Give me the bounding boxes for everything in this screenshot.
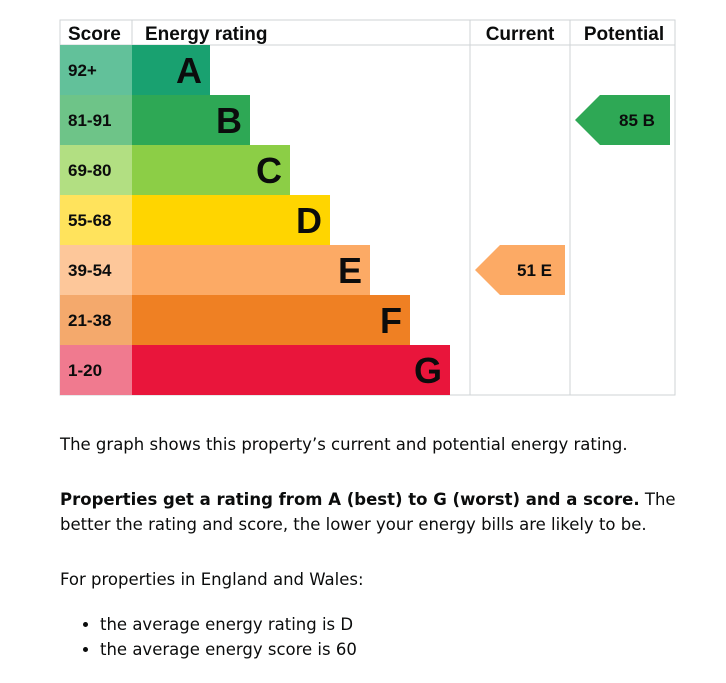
score-range-f: 21-38 xyxy=(68,311,111,330)
score-cell-a xyxy=(60,45,132,95)
current-rating-arrow xyxy=(475,245,565,295)
rating-explanation-rest: The better the rating and score, the low… xyxy=(60,490,676,534)
epc-chart: Score Energy rating Current Potential 92… xyxy=(59,19,676,396)
rating-bar-e xyxy=(132,245,370,295)
score-cell-c xyxy=(60,145,132,195)
rating-letter-f: F xyxy=(380,300,402,341)
graph-description: The graph shows this property’s current … xyxy=(60,435,628,454)
current-rating-label: 51 E xyxy=(517,261,552,280)
rating-letter-c: C xyxy=(256,150,282,191)
rating-letter-e: E xyxy=(338,250,362,291)
potential-rating-label: 85 B xyxy=(619,111,655,130)
rating-bar-f xyxy=(132,295,410,345)
region-intro: For properties in England and Wales: xyxy=(60,570,364,589)
header-energy-rating: Energy rating xyxy=(145,24,267,45)
score-cell-f xyxy=(60,295,132,345)
rating-explanation-bold: Properties get a rating from A (best) to… xyxy=(60,490,640,509)
header-potential: Potential xyxy=(584,24,664,45)
rating-letter-d: D xyxy=(296,200,322,241)
rating-bands: 92+ A 81-91 B 69-80 C 55-68 D 39-54 E 21-38 F 1-20 G xyxy=(60,45,450,395)
header-current: Current xyxy=(486,24,555,45)
score-range-d: 55-68 xyxy=(68,211,111,230)
score-range-c: 69-80 xyxy=(68,161,111,180)
score-cell-d xyxy=(60,195,132,245)
rating-letter-b: B xyxy=(216,100,242,141)
rating-bar-g xyxy=(132,345,450,395)
header-score: Score xyxy=(68,24,121,45)
score-range-a: 92+ xyxy=(68,61,97,80)
rating-bar-c xyxy=(132,145,290,195)
potential-rating-arrow xyxy=(575,95,670,145)
rating-bar-d xyxy=(132,195,330,245)
rating-explanation: Properties get a rating from A (best) to… xyxy=(60,487,700,537)
score-cell-e xyxy=(60,245,132,295)
chart-headers: Score Energy rating Current Potential xyxy=(68,24,664,45)
averages-list: the average energy rating is D the avera… xyxy=(60,612,357,662)
score-range-b: 81-91 xyxy=(68,111,111,130)
average-rating-item: the average energy rating is D xyxy=(100,612,357,637)
score-range-e: 39-54 xyxy=(68,261,112,280)
rating-letter-g: G xyxy=(414,350,442,391)
rating-arrows: 51 E 85 B xyxy=(475,95,670,295)
rating-letter-a: A xyxy=(176,50,202,91)
score-cell-g xyxy=(60,345,132,395)
rating-bar-b xyxy=(132,95,250,145)
score-cell-b xyxy=(60,95,132,145)
average-score-item: the average energy score is 60 xyxy=(100,637,357,662)
score-range-g: 1-20 xyxy=(68,361,102,380)
rating-bar-a xyxy=(132,45,210,95)
